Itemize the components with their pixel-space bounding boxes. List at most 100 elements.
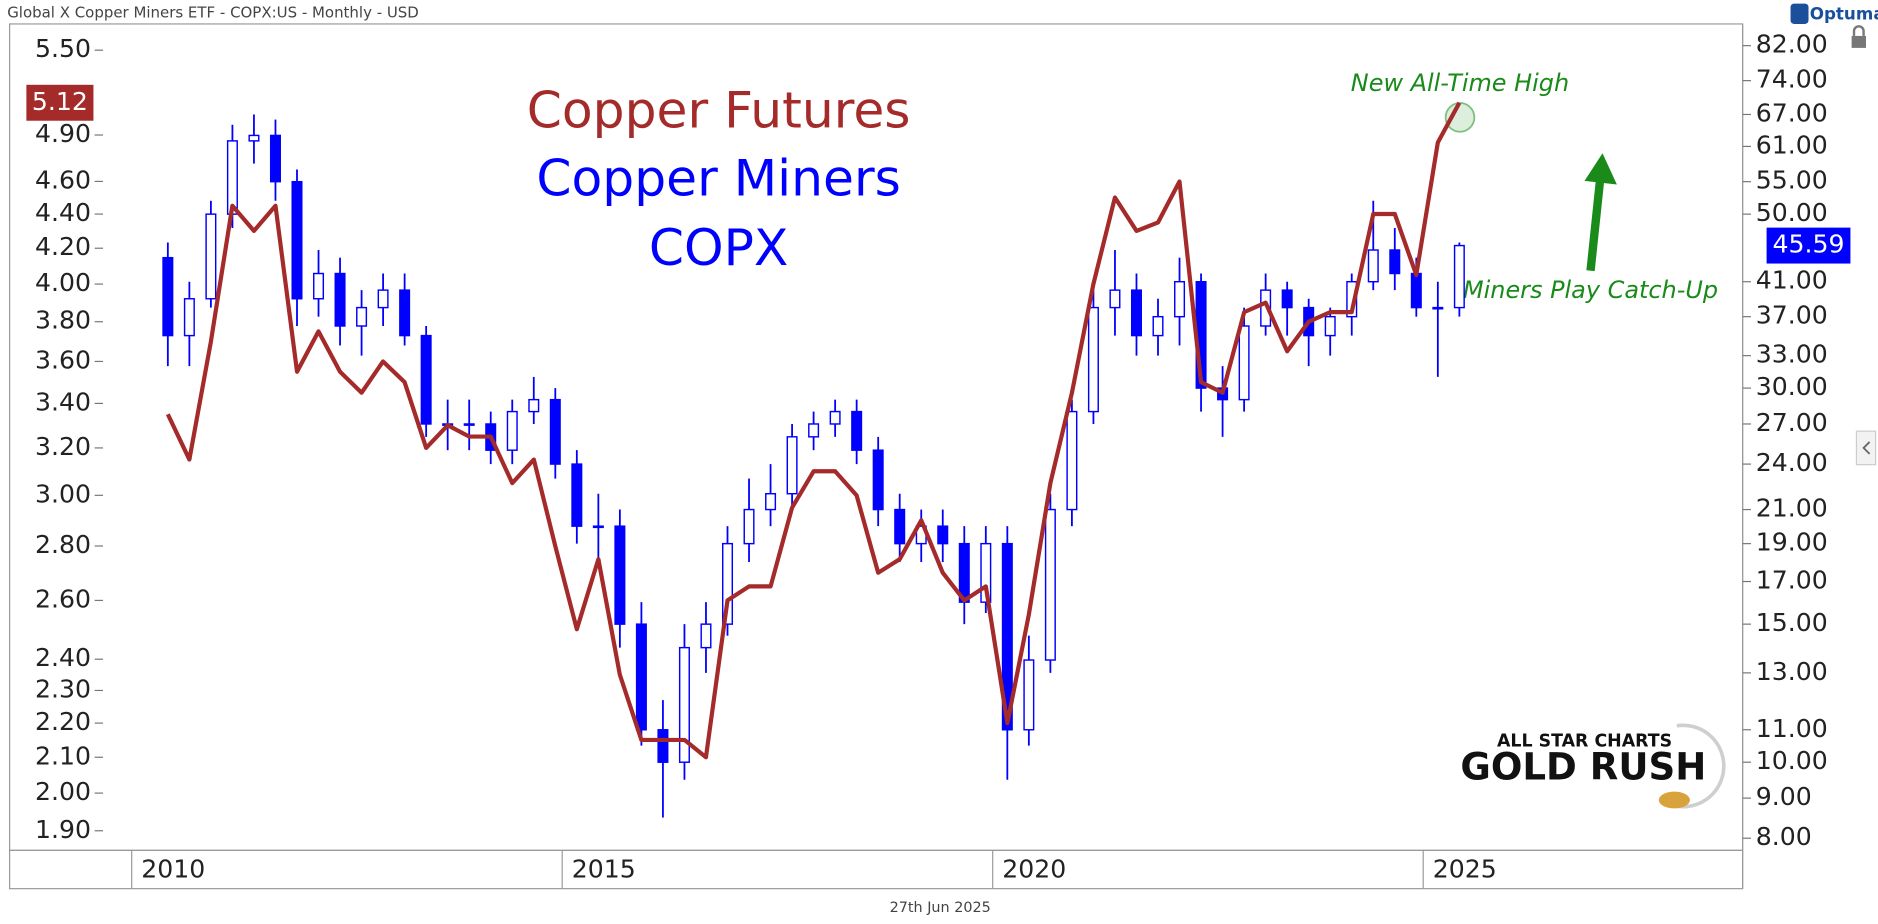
y2-tick-label: 67.00 (1756, 98, 1828, 127)
y2-tick-label: 61.00 (1756, 130, 1828, 159)
y2-tick-label: 21.00 (1756, 494, 1828, 523)
x-tick-label: 2010 (141, 855, 205, 884)
y-tick-label: 4.40 (35, 198, 91, 227)
candle-body (183, 298, 195, 337)
candle-body (1432, 306, 1444, 310)
candle-body (313, 272, 325, 300)
y2-tick-label: 30.00 (1756, 372, 1828, 401)
legend-copper: Copper Futures (527, 80, 911, 139)
watermark-arc (1670, 723, 1726, 809)
candle-body (162, 256, 174, 337)
annotation-ath: New All-Time High (1351, 69, 1569, 97)
y-tick-label: 4.90 (35, 119, 91, 148)
candle-body (1066, 410, 1078, 511)
x-tick-label: 2015 (572, 855, 636, 884)
x-tick-label: 2020 (1002, 855, 1066, 884)
candle-body (765, 492, 777, 511)
candle-body (1367, 249, 1379, 283)
candle-body (937, 525, 949, 545)
y2-tick-label: 74.00 (1756, 65, 1828, 94)
y2-tick-label: 41.00 (1756, 266, 1828, 295)
y2-tick-label: 55.00 (1756, 166, 1828, 195)
legend-miners: Copper Miners (536, 149, 900, 208)
y-tick-label: 2.10 (35, 741, 91, 770)
candle-body (420, 334, 432, 425)
y-tick-label: 1.90 (35, 815, 91, 844)
y-tick-label: 2.20 (35, 707, 91, 736)
y2-tick-label: 37.00 (1756, 301, 1828, 330)
candle-body (1453, 244, 1465, 309)
y2-tick-label: 33.00 (1756, 340, 1828, 369)
candle-body (1389, 249, 1401, 275)
candle-body (377, 289, 389, 309)
brand-label: Optuma (1810, 3, 1878, 23)
y-tick-label: 3.00 (35, 479, 91, 508)
candle-body (592, 525, 604, 529)
candle-body (1260, 289, 1272, 327)
y-tick-label: 4.00 (35, 268, 91, 297)
candle-body (1174, 280, 1186, 318)
y2-tick-label: 50.00 (1756, 198, 1828, 227)
candle-body (1238, 325, 1250, 401)
candle-body (851, 410, 863, 451)
candle-body (205, 213, 217, 300)
y2-tick-label: 11.00 (1756, 714, 1828, 743)
y2-tick-label: 15.00 (1756, 608, 1828, 637)
lock-icon[interactable] (1851, 35, 1866, 48)
y-tick-label: 4.20 (35, 232, 91, 261)
candle-body (506, 410, 518, 451)
y-tick-label: 3.80 (35, 306, 91, 335)
side-toggle[interactable] (1855, 430, 1877, 466)
x-tick-label: 2025 (1433, 855, 1497, 884)
date-label: 27th Jun 2025 (890, 900, 991, 916)
y-tick-label: 2.60 (35, 584, 91, 613)
y2-tick-label: 17.00 (1756, 566, 1828, 595)
candle-body (678, 646, 690, 763)
candle-body (528, 398, 540, 413)
candle-body (743, 508, 755, 545)
candle-body (1044, 508, 1056, 661)
candle-body (269, 134, 281, 183)
y2-tick-label: 10.00 (1756, 746, 1828, 775)
candle-body (1410, 272, 1422, 309)
candle-body (700, 623, 712, 649)
candle-body (1023, 659, 1035, 731)
candle-body (635, 623, 647, 731)
annotation-catch-up: Miners Play Catch-Up (1463, 276, 1718, 304)
candle-body (1152, 315, 1164, 337)
candle-body (1324, 315, 1336, 337)
legend-ticker: COPX (649, 218, 788, 277)
candle-body (1001, 542, 1013, 731)
y-tick-label: 2.00 (35, 777, 91, 806)
series-line (165, 101, 1462, 760)
candle-body (399, 289, 411, 337)
candle-body (356, 306, 368, 327)
side-toggle-arrow (1862, 441, 1871, 455)
candle-body (248, 134, 260, 142)
watermark-line: GOLD RUSH (1460, 745, 1706, 788)
lock-shackle (1852, 25, 1865, 36)
candle-body (463, 423, 475, 426)
candle-body (614, 525, 626, 625)
last-value-label: 45.59 (1773, 230, 1845, 259)
candle-body (721, 542, 734, 625)
y2-tick-label: 8.00 (1756, 822, 1812, 851)
y-tick-label: 2.30 (35, 674, 91, 703)
y2-tick-label: 19.00 (1756, 528, 1828, 557)
y-tick-label: 2.40 (35, 643, 91, 672)
candle-body (571, 463, 583, 527)
y-tick-label: 3.40 (35, 387, 91, 416)
arrow-shaft (1586, 179, 1605, 272)
y2-tick-label: 9.00 (1756, 782, 1812, 811)
y-tick-label: 4.60 (35, 165, 91, 194)
candle-body (1087, 306, 1099, 413)
y2-tick-label: 13.00 (1756, 657, 1828, 686)
candle-body (786, 436, 798, 495)
y-tick-label: 2.80 (35, 530, 91, 559)
candle-body (1281, 289, 1293, 309)
watermark-nugget (1658, 791, 1690, 809)
candle-body (808, 423, 820, 438)
candle-body (657, 729, 669, 763)
